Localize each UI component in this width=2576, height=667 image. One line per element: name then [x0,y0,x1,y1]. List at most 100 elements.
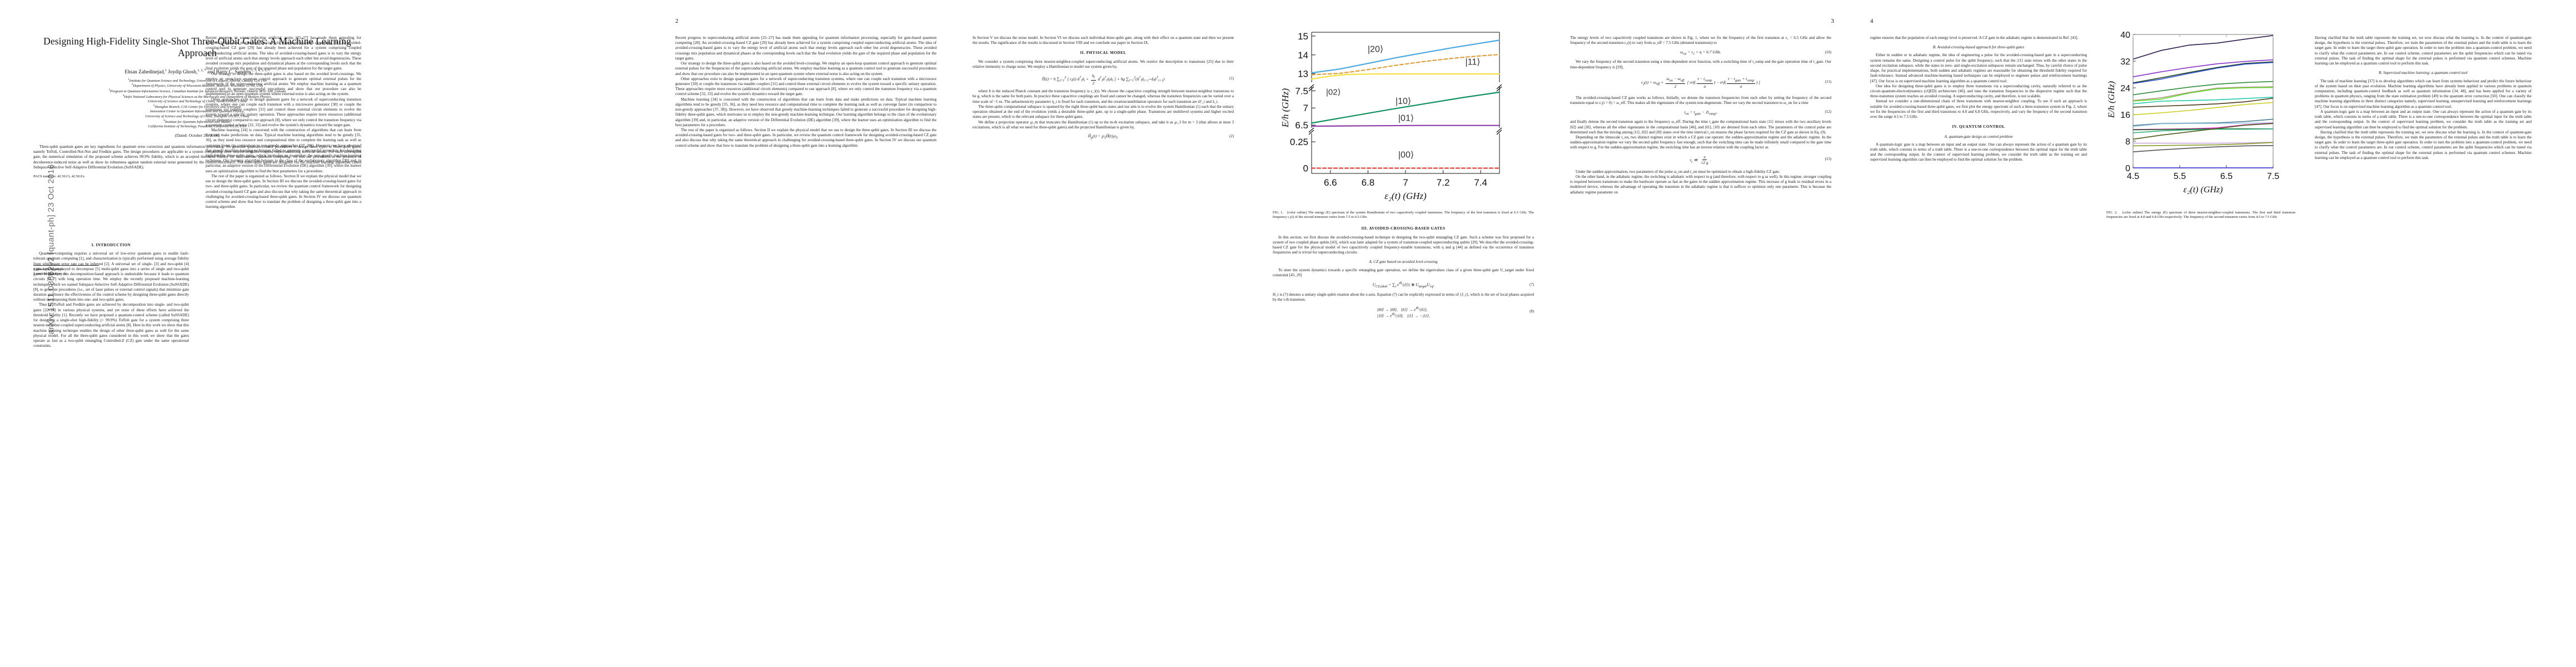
page3-col1: 13 14 15 7.5 7 6.5 0.25 0 6.6 6.8 7 7.2 7.4 |20⟩ |11⟩ |… [1273,24,1534,322]
svg-text:7.4: 7.4 [1474,177,1487,188]
section-heading-physical-model: II. PHYSICAL MODEL [1080,51,1127,56]
page3-col2: The energy levels of two capacitively co… [1570,36,1831,195]
equation-2: Ĥp(t) = ℘3Ĥ(t)℘3. (2) [1088,133,1234,140]
equation-number: (7) [1529,282,1534,287]
paragraph: H_i is (7) denotes a unitary single-qubi… [1273,292,1534,302]
paragraph: where ħ is the reduced Planck constant a… [973,89,1234,104]
svg-text:7.5: 7.5 [2267,172,2279,181]
paragraph: and finally detune the second transmon a… [1570,120,1831,135]
paragraph: In Section V we discuss the noise model.… [973,36,1234,46]
footnote-rule [33,265,99,266]
affiliation-2: 2Department of Physics, University of Wi… [131,83,263,88]
affiliation-6: 6Institute for Quantum Information and M… [163,119,231,124]
affiliation-6b: California Institute of Technology, Pasa… [148,125,247,129]
paragraph: Instead we consider a one-dimensional ch… [1870,99,2087,120]
svg-text:7.2: 7.2 [1437,177,1450,188]
paragraph: Our strategy to design the three-qubit g… [675,61,936,76]
page4-col3: Having clarified that the truth table re… [2315,36,2532,161]
equation-number: (13) [1825,157,1831,162]
paragraph: Other approaches exist to design quantum… [675,76,936,97]
subsection-cz-leveling: A. CZ gate based on avoided level-crossi… [1369,260,1438,265]
pacs-numbers: PACS numbers: 42.50.Ct, 42.50.Ex [33,175,85,179]
abstract: Three-qubit quantum gates are key ingred… [33,144,361,170]
paragraph: The rest of the paper is organized as fo… [675,127,936,148]
subsection-avoided-three: B. Avoided-crossing-based approach for t… [1932,45,2025,50]
paragraph: Machine learning [34] is concerned with … [206,127,361,173]
equation-7: UCZ,ideal = ∑i eiθi|i⟩⟨i| ⊗ UtargetU1q, … [1372,282,1534,289]
page-3: 3 13 14 15 7.5 7 6.5 0.25 0 6.6 6.8 7 7.2 7.4 |20⟩ |11… [1273,0,1834,667]
page1-col2: Recent progress in superconducting artif… [206,36,361,210]
svg-text:ε₂(t) (GHz): ε₂(t) (GHz) [1384,191,1427,201]
paragraph: Having clarified that the truth table re… [2315,36,2532,66]
equation-1: Ĥ(t) = ħ ∑i=13 [ εi(t) â†iâi + ηi 2 â†iâ†… [1042,73,1234,86]
page-number-4: 4 [1870,18,1874,24]
paragraph: Under the sudden approximation, two para… [1576,169,1780,174]
figure-2: 0 8 16 24 32 40 4.5 5.5 6.5 7.5 E/h (GHz) ε₂(t) (GH… [2106,24,2295,220]
paragraph: On the other hand, in the adiabatic regi… [1570,174,1831,195]
svg-text:6.5: 6.5 [1295,120,1308,131]
svg-text:|20⟩: |20⟩ [1368,45,1383,54]
equation-11: ε2(t) = ωoff + ωon − ωoff 2 [ erf(t − tra… [1641,76,1831,89]
svg-text:6.5: 6.5 [2220,172,2233,181]
svg-text:40: 40 [2120,31,2130,40]
equation-8: |00⟩ → |00⟩, |01⟩ → eiθ1|01⟩, |10⟩ → eiθ… [1377,306,1534,318]
svg-text:ε₂(t) (GHz): ε₂(t) (GHz) [2184,185,2223,195]
page4-col2: 0 8 16 24 32 40 4.5 5.5 6.5 7.5 E/h (GHz) ε₂(t) (GH… [2106,24,2295,222]
equation-number: (12) [1825,110,1831,115]
svg-text:24: 24 [2120,84,2130,93]
svg-text:6.6: 6.6 [1324,177,1337,188]
paragraph: Either in sudden or in adiabatic regime,… [1870,53,2087,83]
paragraph: In this section, we first discuss the av… [1273,235,1534,255]
svg-text:|01⟩: |01⟩ [1398,114,1414,123]
paragraph: We vary the frequency of the second tran… [1570,59,1831,69]
page-number-2: 2 [675,18,679,24]
page2-col1: Recent progress in superconducting artif… [675,36,936,148]
paragraph: A quantum-logic gate is a map between an… [2315,109,2532,130]
affiliation-3: 3Program in Quantum Information Science,… [108,89,286,94]
page-4: 4 regime ensures that the population of … [1870,0,2543,667]
page-1: Designing High-Fidelity Single-Shot Thre… [33,0,361,667]
page-title: Designing High-Fidelity Single-Shot Thre… [43,36,351,59]
svg-text:E/h (GHz): E/h (GHz) [1280,88,1291,128]
affiliation-1: 1Institute for Quantum Science and Techn… [128,78,267,83]
svg-text:32: 32 [2120,57,2130,67]
paragraph: The energy levels of two capacitively co… [1570,36,1831,46]
paragraph: The three-qubit computational subspace i… [973,104,1234,120]
svg-text:E/h (GHz): E/h (GHz) [2107,81,2116,118]
paragraph: Machine learning [34] is concerned with … [675,97,936,127]
svg-text:14: 14 [1298,50,1308,61]
section-heading-quantum-control: IV. QUANTUM CONTROL [1952,125,2005,130]
paragraph: Depending on the timescale t_on, two dis… [1570,135,1831,150]
paragraph: Having clarified that the truth table re… [2315,130,2532,160]
paragraph: Thus far Toffoli and Fredkin gates are a… [33,302,189,349]
figure-2-plot: 0 8 16 24 32 40 4.5 5.5 6.5 7.5 E/h (GHz) ε₂(t) (GH… [2107,31,2279,195]
page-number-3: 3 [1831,18,1835,24]
dated-line: (Dated: October 25, 2016) [175,132,220,138]
equation-number: (2) [1229,135,1234,139]
affiliation-4b: University of Science and Technology of … [147,99,247,104]
equation-number: (10) [1825,50,1831,54]
figure-1: 13 14 15 7.5 7 6.5 0.25 0 6.6 6.8 7 7.2 7.4 |20⟩ |11⟩ |… [1273,24,1534,220]
equation-number: (8) [1529,310,1534,314]
equation-12: ton = tgate − 2tramp, (12) [1684,109,1831,116]
equation-10: ωon = ε1 + η = 6.7 GHz. (10) [1680,49,1831,56]
page4-col1: regime ensures that the population of ea… [1870,36,2087,163]
affiliation-5c: University of Science and Technology of … [145,114,250,118]
svg-text:0: 0 [1303,163,1308,174]
figure-1-label: FIG. 1. [1273,211,1283,215]
equation-13: ts ≪ π √2 g. (13) [1690,154,1831,166]
svg-text:|00⟩: |00⟩ [1398,151,1414,160]
figure-1-plot: 13 14 15 7.5 7 6.5 0.25 0 6.6 6.8 7 7.2 7.4 |20⟩ |11⟩ |… [1280,31,1502,201]
figure-1-caption: FIG. 1. (color online) The energy (E) sp… [1273,211,1534,220]
affiliation-5: 5Shanghai Branch, CAS Center for Excelle… [153,104,242,109]
paragraph: A quantum-logic gate is a map between an… [1870,142,2087,162]
paragraph: The task of machine learning [37] is to … [2315,78,2532,109]
svg-text:8: 8 [2125,137,2130,147]
svg-text:16: 16 [2120,111,2130,120]
paragraph: Quantum computing requires a universal s… [33,251,189,302]
svg-text:7.5: 7.5 [1295,86,1308,96]
svg-text:0: 0 [2125,164,2130,173]
section-heading-intro: I. INTRODUCTION [91,243,131,247]
figure-2-caption: FIG. 2. (color online) The energy (E) sp… [2106,211,2295,220]
